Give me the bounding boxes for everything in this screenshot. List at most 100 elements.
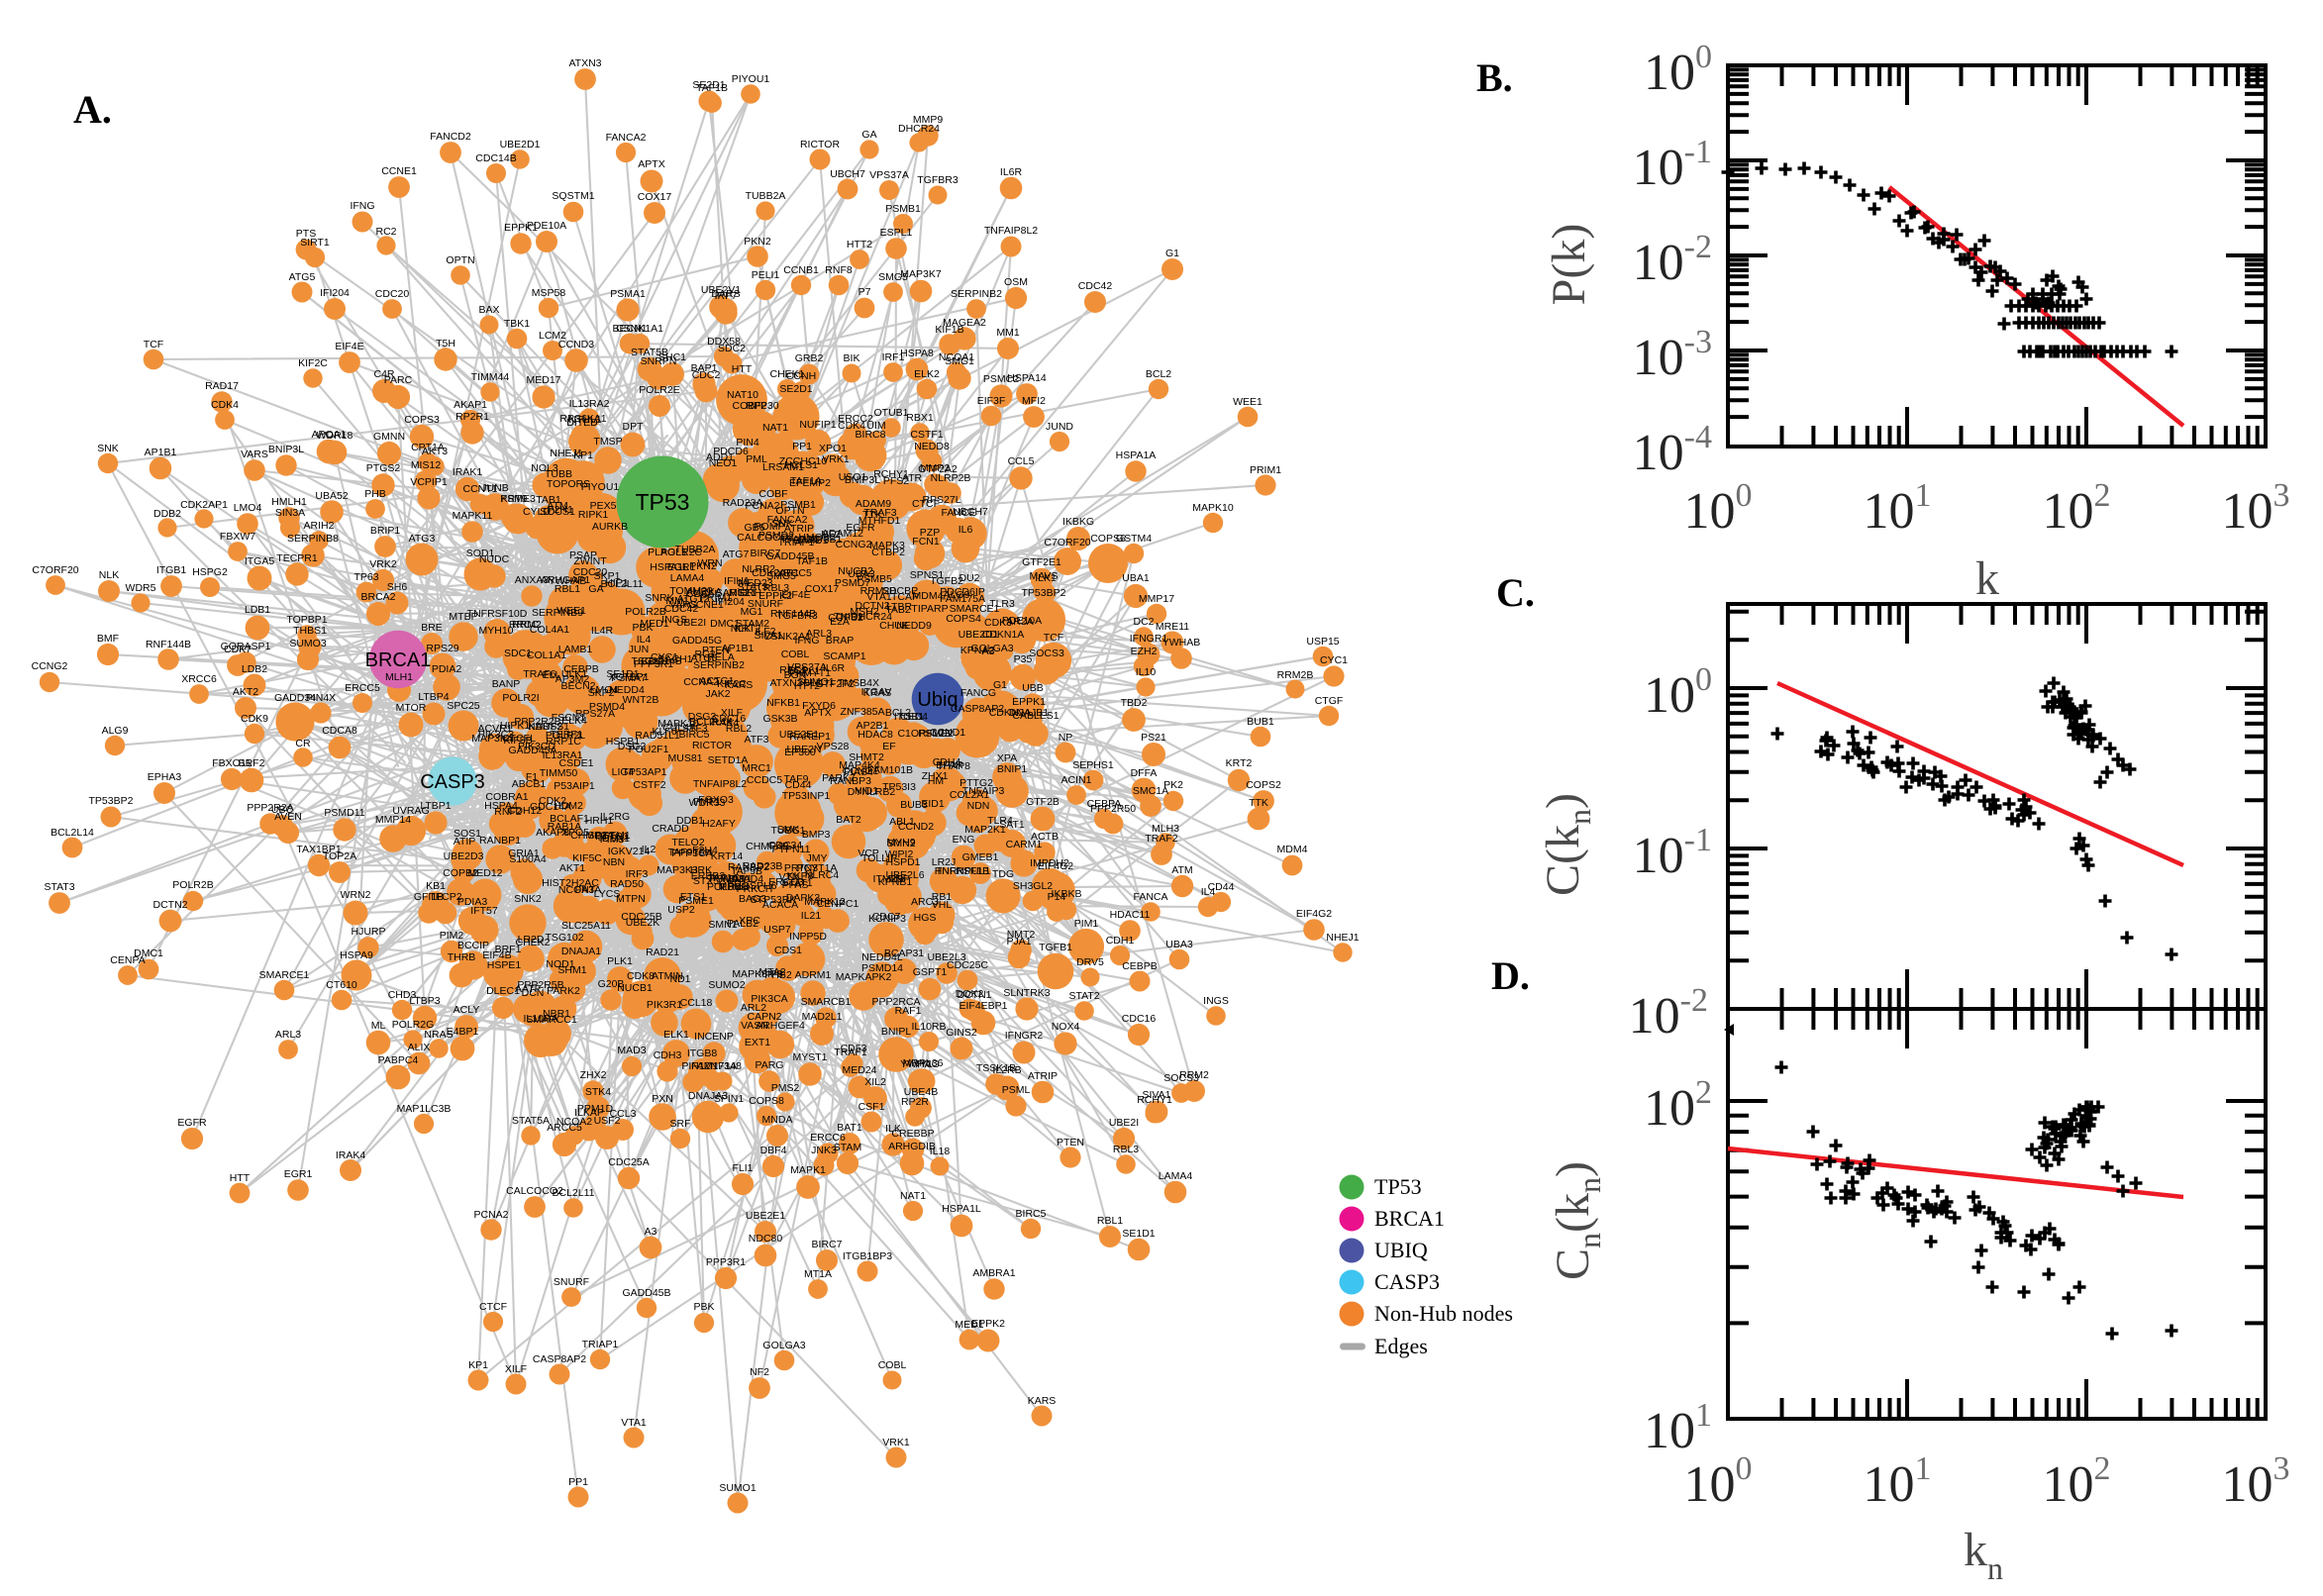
svg-text:GMNN: GMNN bbox=[373, 431, 405, 443]
svg-text:PPM1D: PPM1D bbox=[577, 1103, 614, 1115]
svg-text:SRF: SRF bbox=[670, 1118, 691, 1130]
svg-text:ARIH2: ARIH2 bbox=[304, 520, 335, 532]
svg-text:EID1: EID1 bbox=[921, 798, 945, 810]
svg-text:DMC1: DMC1 bbox=[134, 948, 163, 959]
svg-text:TOPORS: TOPORS bbox=[547, 478, 590, 490]
svg-text:Ubiq: Ubiq bbox=[917, 689, 958, 711]
svg-text:YWHAB: YWHAB bbox=[1162, 637, 1201, 648]
svg-text:RANBP1: RANBP1 bbox=[479, 835, 521, 847]
svg-text:HMLH1: HMLH1 bbox=[271, 496, 307, 508]
svg-text:MLH1: MLH1 bbox=[385, 671, 413, 683]
svg-text:TRAF1: TRAF1 bbox=[834, 1047, 866, 1058]
svg-text:SEPHS1: SEPHS1 bbox=[1072, 759, 1114, 771]
svg-text:CASP8AP2: CASP8AP2 bbox=[533, 1353, 586, 1365]
svg-text:HTT2: HTT2 bbox=[847, 239, 872, 250]
svg-text:LTBP4: LTBP4 bbox=[418, 691, 449, 703]
svg-text:VCPIP1: VCPIP1 bbox=[410, 476, 448, 488]
svg-text:ARL3: ARL3 bbox=[275, 1029, 301, 1041]
svg-text:WDR5: WDR5 bbox=[126, 582, 156, 594]
svg-text:CDC16: CDC16 bbox=[1122, 1013, 1157, 1025]
svg-text:PPP2R5B: PPP2R5B bbox=[517, 979, 563, 991]
svg-text:UIM: UIM bbox=[866, 420, 885, 432]
svg-text:BRIP1: BRIP1 bbox=[370, 525, 401, 537]
svg-text:CENPC1: CENPC1 bbox=[817, 898, 859, 910]
svg-text:RNF2: RNF2 bbox=[494, 806, 522, 818]
svg-text:IL21: IL21 bbox=[801, 910, 822, 922]
svg-text:KCNIP3: KCNIP3 bbox=[868, 913, 906, 925]
svg-text:XRCC5: XRCC5 bbox=[776, 567, 812, 579]
svg-text:BMF: BMF bbox=[97, 633, 119, 645]
svg-text:RBL1: RBL1 bbox=[1097, 1215, 1123, 1227]
svg-text:BCL2: BCL2 bbox=[1146, 368, 1171, 380]
svg-text:IMPDH2: IMPDH2 bbox=[1030, 857, 1069, 869]
svg-text:MAPK11: MAPK11 bbox=[453, 510, 493, 522]
svg-text:TNF: TNF bbox=[889, 873, 909, 885]
svg-text:COPS2: COPS2 bbox=[1246, 779, 1281, 791]
svg-text:ACVR1: ACVR1 bbox=[477, 723, 512, 735]
svg-text:KARS: KARS bbox=[1028, 1395, 1057, 1407]
svg-text:PK2: PK2 bbox=[1163, 779, 1183, 791]
svg-text:SUMO1: SUMO1 bbox=[719, 1482, 757, 1494]
svg-text:LDB2: LDB2 bbox=[242, 663, 267, 675]
svg-text:PFS2: PFS2 bbox=[883, 475, 909, 487]
svg-text:ALG9: ALG9 bbox=[102, 725, 129, 737]
svg-text:TP63: TP63 bbox=[354, 571, 378, 583]
svg-text:AP1B1: AP1B1 bbox=[145, 447, 177, 458]
svg-text:BIK: BIK bbox=[844, 352, 860, 364]
svg-text:AVEN: AVEN bbox=[274, 811, 302, 823]
svg-text:CTCF: CTCF bbox=[479, 1301, 507, 1313]
svg-text:AKAP8: AKAP8 bbox=[536, 827, 569, 839]
svg-text:MED1: MED1 bbox=[955, 1319, 983, 1331]
svg-text:IRAK1: IRAK1 bbox=[453, 466, 483, 478]
svg-text:MDM4: MDM4 bbox=[1277, 844, 1308, 855]
svg-text:CCND2: CCND2 bbox=[898, 821, 934, 833]
svg-text:SOCS3: SOCS3 bbox=[1029, 648, 1064, 659]
svg-text:TCF: TCF bbox=[1044, 632, 1063, 644]
svg-text:BRCA1: BRCA1 bbox=[365, 649, 432, 671]
svg-text:TCAP: TCAP bbox=[891, 591, 919, 603]
svg-text:DU2: DU2 bbox=[959, 572, 979, 584]
svg-text:RPS27L: RPS27L bbox=[922, 494, 960, 506]
svg-text:MAGEA2: MAGEA2 bbox=[943, 317, 986, 329]
svg-text:HDAC8: HDAC8 bbox=[858, 729, 893, 741]
svg-text:RCHY1: RCHY1 bbox=[1137, 1094, 1172, 1106]
svg-text:CCNH: CCNH bbox=[786, 370, 816, 382]
svg-text:BCL2L11: BCL2L11 bbox=[552, 1187, 594, 1199]
svg-text:IFI204: IFI204 bbox=[320, 287, 350, 299]
svg-text:EPHA3: EPHA3 bbox=[148, 771, 182, 783]
svg-text:WEE1: WEE1 bbox=[1233, 396, 1262, 408]
svg-text:UBA1: UBA1 bbox=[1122, 572, 1150, 584]
svg-text:TBK1: TBK1 bbox=[504, 318, 530, 330]
svg-text:EF: EF bbox=[882, 741, 895, 752]
svg-text:Non-Hub nodes: Non-Hub nodes bbox=[1374, 1301, 1513, 1326]
svg-text:SERPINB9: SERPINB9 bbox=[532, 607, 583, 619]
svg-text:IGKV214: IGKV214 bbox=[608, 846, 651, 857]
svg-text:CEBPB: CEBPB bbox=[1122, 960, 1158, 972]
svg-text:ATXN3: ATXN3 bbox=[568, 57, 601, 69]
svg-text:TNFAIP3: TNFAIP3 bbox=[962, 785, 1005, 797]
svg-text:RAD17: RAD17 bbox=[205, 380, 239, 392]
svg-text:CDK2AP1: CDK2AP1 bbox=[180, 499, 228, 511]
svg-text:NLRP2: NLRP2 bbox=[742, 563, 775, 575]
svg-text:PIM1: PIM1 bbox=[1074, 918, 1099, 930]
svg-text:PIN4: PIN4 bbox=[736, 437, 759, 449]
svg-text:DNAJB1: DNAJB1 bbox=[1009, 707, 1049, 719]
svg-text:ERCC3: ERCC3 bbox=[768, 876, 804, 888]
svg-text:PARG: PARG bbox=[756, 1059, 784, 1071]
svg-text:BECN1: BECN1 bbox=[612, 323, 647, 335]
svg-text:BNIPL: BNIPL bbox=[881, 1026, 912, 1038]
svg-text:SAT1: SAT1 bbox=[999, 819, 1025, 831]
svg-text:PARC: PARC bbox=[384, 374, 413, 386]
svg-text:BIRC7: BIRC7 bbox=[812, 1239, 843, 1250]
svg-text:YWHAG: YWHAG bbox=[900, 1058, 940, 1070]
svg-text:RP2R1: RP2R1 bbox=[455, 411, 489, 423]
svg-text:NAT1: NAT1 bbox=[900, 1190, 926, 1202]
svg-text:INPP5D: INPP5D bbox=[789, 931, 827, 943]
svg-text:ACTB: ACTB bbox=[1031, 831, 1059, 843]
svg-text:ATF3: ATF3 bbox=[745, 734, 769, 746]
svg-text:MTPN: MTPN bbox=[616, 893, 646, 905]
svg-text:NFKB1: NFKB1 bbox=[766, 697, 800, 709]
svg-text:CDC20: CDC20 bbox=[375, 288, 410, 300]
svg-text:CREBBP: CREBBP bbox=[891, 1128, 934, 1140]
svg-text:HSPA1L: HSPA1L bbox=[942, 1203, 981, 1215]
